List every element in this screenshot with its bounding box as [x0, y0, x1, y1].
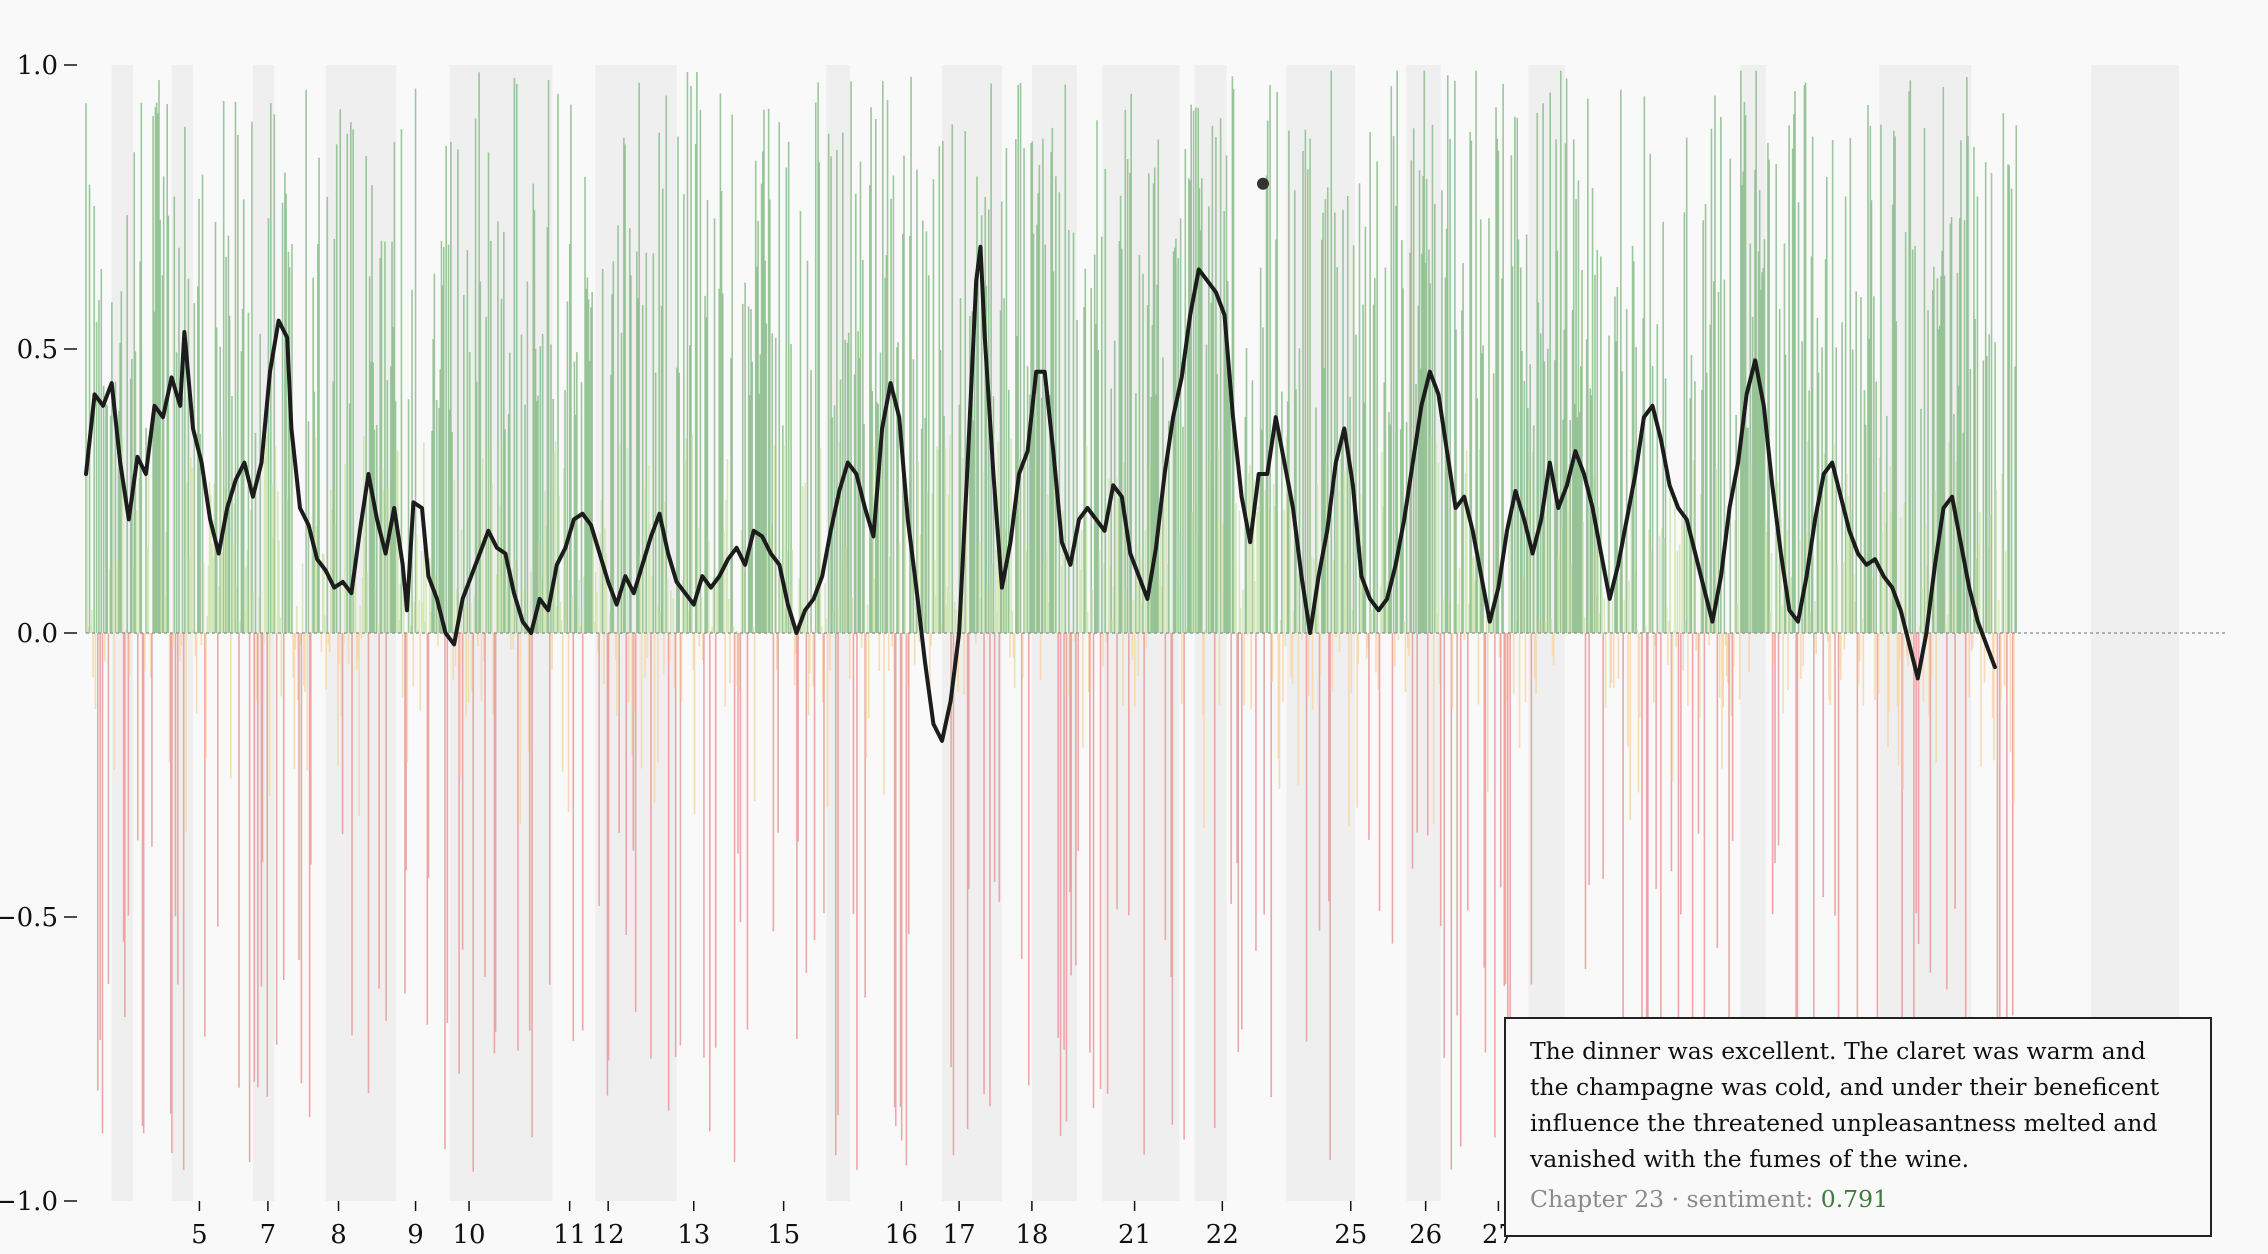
sentence-tooltip: The dinner was excellent. The claret was…	[1504, 1017, 2212, 1237]
x-axis: 5 7 8 9 10 11 12 13 15 16 17 18 21 22 25 26 27	[191, 1201, 1515, 1250]
tooltip-quote: The dinner was excellent. The claret was…	[1530, 1037, 2160, 1173]
x-tick-label: 7	[260, 1220, 277, 1250]
x-tick-label: 5	[191, 1220, 208, 1250]
tooltip-meta: Chapter 23 · sentiment: 0.791	[1530, 1185, 2186, 1213]
x-tick-label: 26	[1409, 1220, 1442, 1250]
x-tick-label: 9	[407, 1220, 424, 1250]
x-tick-label: 17	[943, 1220, 976, 1250]
x-tick-label: 13	[677, 1220, 710, 1250]
x-tick-label: 21	[1118, 1220, 1151, 1250]
x-tick-label: 15	[767, 1220, 800, 1250]
rolling-average-line	[84, 244, 1997, 743]
x-tick-label: 8	[330, 1220, 347, 1250]
y-axis: 1.0 0.5 0.0 −0.5 −1.0	[0, 51, 77, 1217]
tooltip-sentiment-value: 0.791	[1820, 1185, 1889, 1213]
x-tick-label: 25	[1334, 1220, 1367, 1250]
tooltip-chapter-label: Chapter 23 · sentiment:	[1530, 1185, 1821, 1213]
x-tick-label: 12	[592, 1220, 625, 1250]
x-tick-label: 11	[553, 1220, 586, 1250]
y-tick-label: 1.0	[17, 51, 58, 81]
highlighted-sentence-point[interactable]	[1257, 177, 1269, 190]
y-tick-label: 0.5	[17, 335, 58, 365]
x-tick-label: 10	[453, 1220, 486, 1250]
y-tick-label: 0.0	[17, 619, 58, 649]
y-tick-label: −0.5	[0, 903, 58, 933]
x-tick-label: 22	[1206, 1220, 1239, 1250]
x-tick-label: 18	[1015, 1220, 1048, 1250]
y-tick-label: −1.0	[0, 1187, 58, 1217]
x-tick-label: 16	[885, 1220, 918, 1250]
